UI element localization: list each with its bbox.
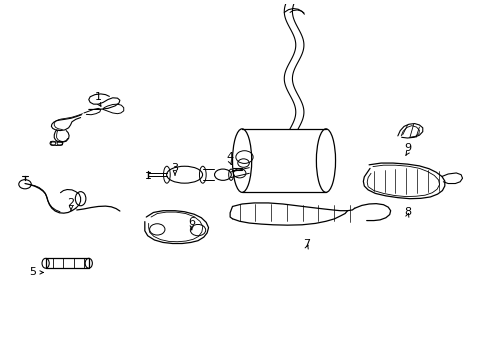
Text: 5: 5 xyxy=(29,267,36,278)
Text: 2: 2 xyxy=(67,198,75,208)
Text: 3: 3 xyxy=(171,163,178,173)
Text: 1: 1 xyxy=(95,92,102,102)
Text: 4: 4 xyxy=(226,152,233,162)
Text: 7: 7 xyxy=(303,239,310,248)
Text: 9: 9 xyxy=(403,143,410,153)
Text: 8: 8 xyxy=(403,207,410,217)
Text: 6: 6 xyxy=(188,217,195,227)
